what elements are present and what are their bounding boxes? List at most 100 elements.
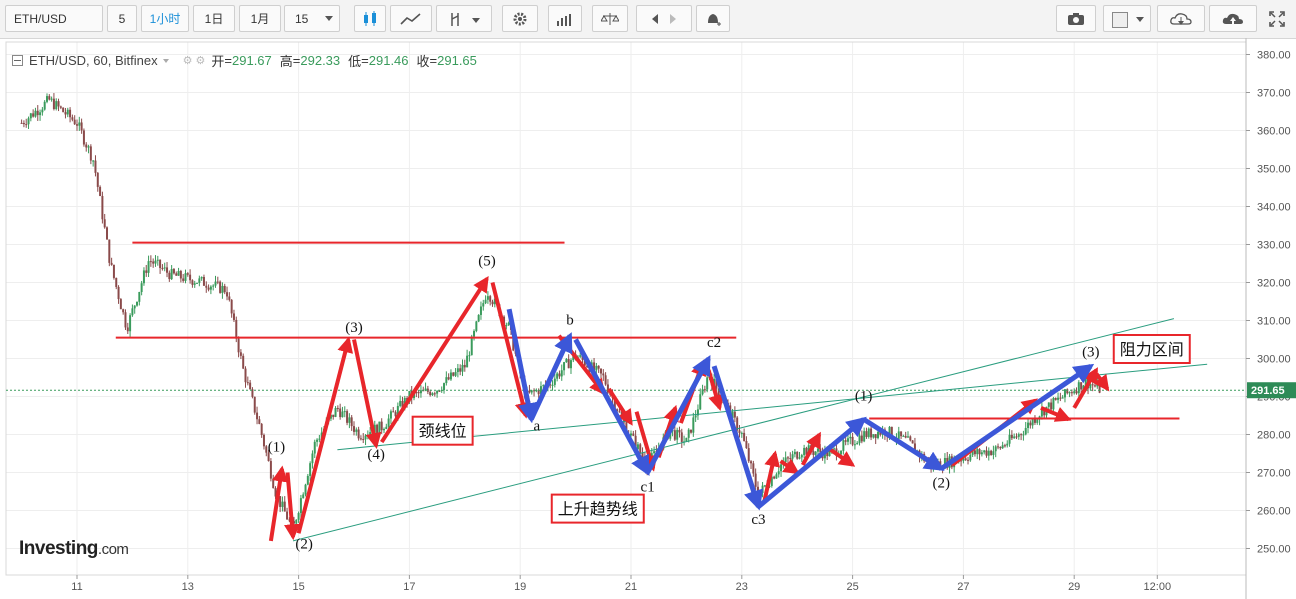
price-chart[interactable]: (1) (2) (3) (4) (5) a b c1 c2 c3 (1) (2) (3) 颈线位上升趋势线… [0,38,1296,599]
alert-button[interactable] [696,5,730,32]
wave-label: (1) [268,440,286,456]
candle-body [856,442,859,445]
symbol-input[interactable]: ETH/USD [5,5,103,32]
candle-body [258,419,261,424]
candle-body [599,368,602,374]
chevron-down-icon [325,16,333,21]
download-button[interactable] [1157,5,1205,32]
candle-body [179,271,182,279]
candle-body [394,412,397,417]
candle-body [380,421,383,431]
candle-body [486,296,489,300]
chevron-down-icon [162,58,169,63]
candle-body [1031,419,1034,426]
candle-body [34,110,37,117]
candle-body [106,227,109,240]
indicators-button[interactable] [390,5,432,32]
candle-body [1043,408,1046,416]
candle-body [304,484,307,495]
interval-1d-button[interactable]: 1日 [193,5,235,32]
interval-5-button[interactable]: 5 [107,5,137,32]
candle-body [913,443,916,453]
candle-body [283,501,286,512]
candle-body [253,396,256,413]
snapshot-button[interactable] [1056,5,1096,32]
candle-body [64,112,67,115]
candle-body [161,268,164,270]
color-picker-button[interactable] [1103,5,1151,32]
red-wave-arrow [779,458,800,475]
candle-body [272,478,275,489]
candle-body [602,373,605,376]
candle-body [530,390,533,393]
candle-body [759,492,762,499]
legend-settings-icon[interactable]: ⚙ ⚙ [182,55,206,67]
candlestick-icon [364,10,376,26]
candle-body [731,411,734,419]
legend-title: ETH/USD, 60, Bitfinex [29,53,158,68]
candle-body [39,112,42,116]
candle-body [786,457,789,459]
interval-custom-select[interactable]: 15 [284,5,340,32]
candle-body [246,382,249,384]
candle-body [415,392,418,394]
candle-body [844,440,847,442]
candle-body [57,101,60,107]
candle-body [230,299,233,314]
compare-button[interactable] [436,5,492,32]
candle-body [348,417,351,423]
candle-body [20,122,23,124]
candle-body [491,301,494,305]
chart-area[interactable]: (1) (2) (3) (4) (5) a b c1 c2 c3 (1) (2) (3) 颈线位 上升趋势线… [0,38,1296,599]
candle-body [537,390,540,395]
candle-body [267,452,270,462]
candle-body [59,106,62,108]
candle-body [489,296,492,302]
interval-1m-button[interactable]: 1月 [239,5,281,32]
fullscreen-button[interactable] [1262,5,1292,32]
interval-1h-button[interactable]: 1小时 [141,5,189,32]
candle-style-button[interactable] [354,5,386,32]
candle-body [221,285,224,293]
candle-body [1068,392,1071,394]
candle-body [32,113,35,117]
red-wave-arrow [634,411,658,472]
settings-button[interactable] [502,5,538,32]
candle-body [55,101,58,110]
candle-body [701,389,704,395]
red-wave-arrow [283,472,300,541]
candles [20,93,1101,526]
candle-body [763,485,766,487]
candle-body [69,109,72,118]
candle-body [507,322,510,326]
upload-button[interactable] [1209,5,1257,32]
candle-body [145,270,148,273]
candle-body [228,296,231,300]
candle-body [299,498,302,514]
candle-body [456,368,459,373]
candle-body [166,267,169,273]
x-axis-label: 21 [625,581,637,593]
candle-body [138,292,141,302]
candle-body [232,313,235,320]
bar-chart-button[interactable] [548,5,582,32]
balance-button[interactable] [592,5,628,32]
candle-body [470,336,473,356]
candle-body [840,450,843,455]
candle-body [262,434,265,447]
candle-body [1080,382,1083,390]
line-chart-icon [400,12,421,25]
candle-body [200,277,203,279]
candle-body [1029,422,1032,426]
candle-body [793,451,796,455]
candle-body [396,406,399,417]
candle-body [1059,397,1062,399]
y-axis-label: 330.00 [1257,240,1291,252]
candle-body [1096,382,1099,387]
collapse-icon[interactable] [12,55,23,66]
interval-custom-label: 15 [295,11,309,26]
candle-body [110,262,113,265]
candle-body [960,460,963,462]
candle-body [1063,389,1066,398]
undo-redo-icon[interactable] [644,12,684,26]
